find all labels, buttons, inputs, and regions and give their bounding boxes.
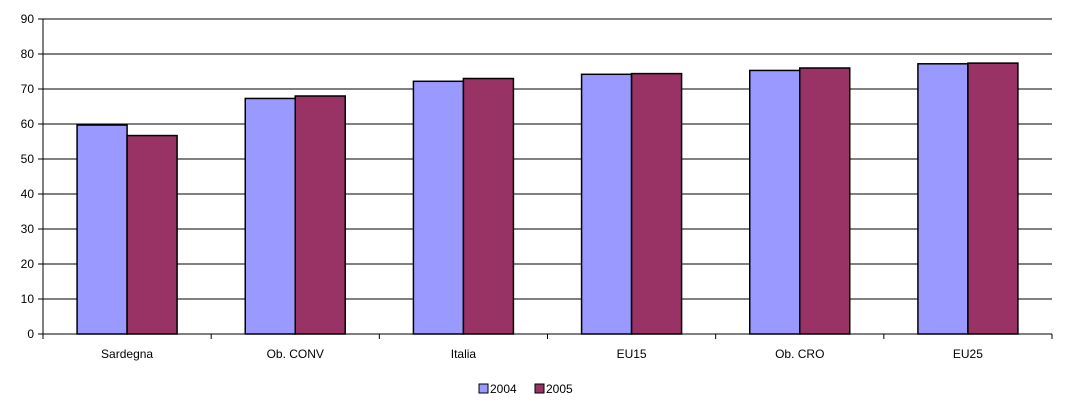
x-tick-label: EU15 (617, 347, 647, 361)
bar-2004-sardegna (76, 124, 128, 335)
bar-2005-eu15 (630, 72, 683, 335)
bar-2005-italia (462, 77, 515, 335)
legend: 2004 2005 (478, 382, 573, 396)
bar-2004-ob-cro (749, 69, 801, 335)
bar-2004-ob-conv (244, 97, 296, 335)
bar-2005-ob-cro (799, 67, 851, 335)
gridlines (43, 18, 1052, 300)
bar-2004-eu15 (580, 73, 633, 335)
y-tick-label: 30 (21, 222, 35, 236)
legend-swatch (534, 383, 545, 394)
x-tick-label: Ob. CONV (267, 347, 324, 361)
y-tick-label: 80 (21, 47, 35, 61)
y-tick-label: 70 (21, 82, 35, 96)
y-tick-label: 20 (21, 257, 35, 271)
x-tick-label: Ob. CRO (775, 347, 824, 361)
y-tick-label: 10 (21, 292, 35, 306)
bar-2005-sardegna (126, 134, 178, 335)
y-tick-label: 90 (21, 12, 35, 26)
bars (76, 62, 1019, 335)
x-tick-label: EU25 (953, 347, 983, 361)
y-tick-label: 60 (21, 117, 35, 131)
y-tick-label: 40 (21, 187, 35, 201)
y-tick-label: 0 (27, 327, 34, 341)
x-tick-label: Sardegna (101, 347, 153, 361)
x-tick-label: Italia (451, 347, 477, 361)
legend-label: 2005 (546, 382, 573, 396)
axes: 0 10 20 30 40 50 60 70 80 90 Sardegna Ob. CONV Itali… (21, 12, 1053, 361)
bar-2004-eu25 (917, 63, 969, 335)
bar-2005-ob-conv (294, 95, 346, 335)
bar-2005-eu25 (967, 62, 1019, 335)
legend-label: 2004 (490, 382, 517, 396)
y-tick-label: 50 (21, 152, 35, 166)
bar-2004-italia (412, 80, 465, 335)
legend-swatch (478, 383, 489, 394)
